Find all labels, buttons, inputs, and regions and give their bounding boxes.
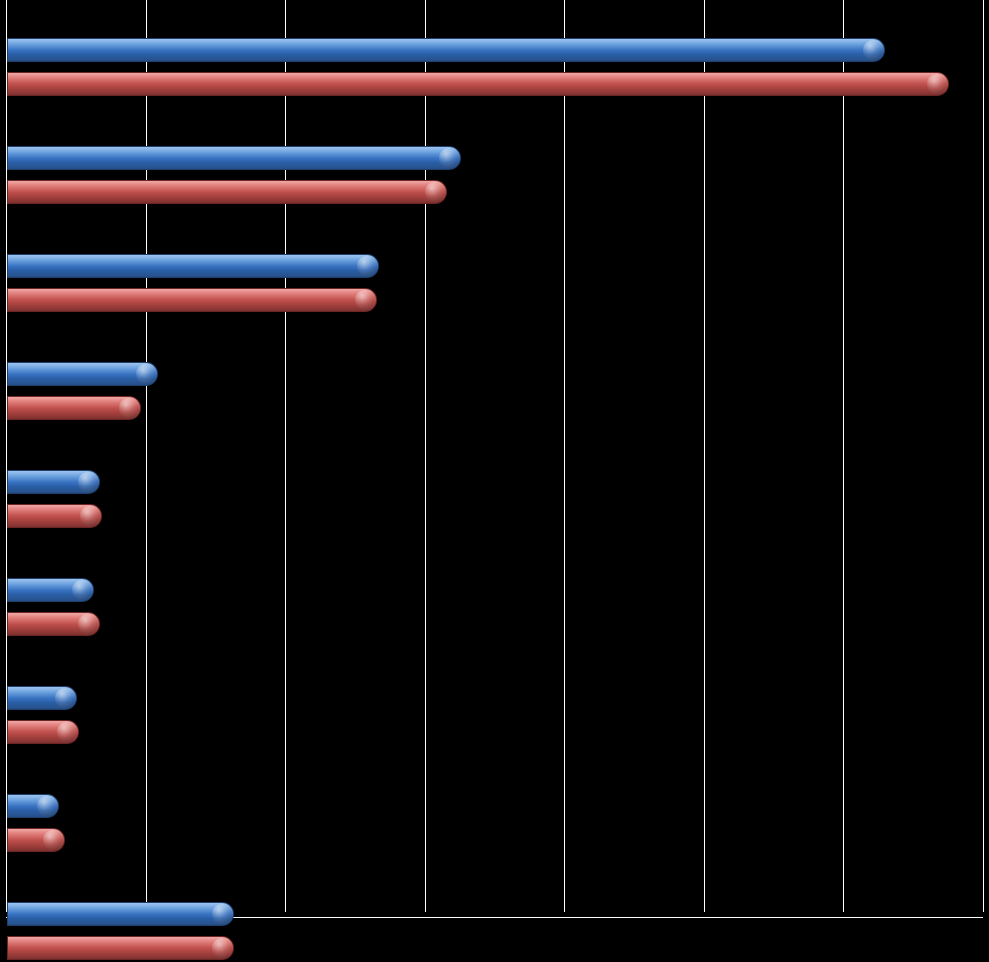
series-2-bar (7, 288, 377, 312)
bar-group (7, 794, 984, 852)
series-2-bar (7, 720, 79, 744)
bar-group (7, 146, 984, 204)
gridline (425, 0, 426, 912)
gridline (983, 0, 984, 912)
bar-group (7, 38, 984, 96)
series-1-bar (7, 146, 461, 170)
series-2-bar (7, 396, 141, 420)
bar-group (7, 578, 984, 636)
bar-group (7, 902, 984, 960)
series-1-bar (7, 362, 158, 386)
series-1-bar (7, 470, 100, 494)
gridline (704, 0, 705, 912)
series-1-bar (7, 38, 885, 62)
series-2-bar (7, 828, 65, 852)
series-2-bar (7, 180, 447, 204)
horizontal-bar-chart (6, 0, 983, 918)
series-2-bar (7, 72, 949, 96)
series-1-bar (7, 686, 77, 710)
series-1-bar (7, 794, 59, 818)
bar-group (7, 470, 984, 528)
series-1-bar (7, 578, 94, 602)
bar-group (7, 686, 984, 744)
gridline (843, 0, 844, 912)
bar-group (7, 254, 984, 312)
series-2-bar (7, 936, 234, 960)
series-2-bar (7, 612, 100, 636)
bar-group (7, 362, 984, 420)
series-1-bar (7, 254, 379, 278)
gridline (285, 0, 286, 912)
series-2-bar (7, 504, 102, 528)
gridline (146, 0, 147, 912)
series-1-bar (7, 902, 234, 926)
gridline (564, 0, 565, 912)
gridline (6, 0, 7, 912)
